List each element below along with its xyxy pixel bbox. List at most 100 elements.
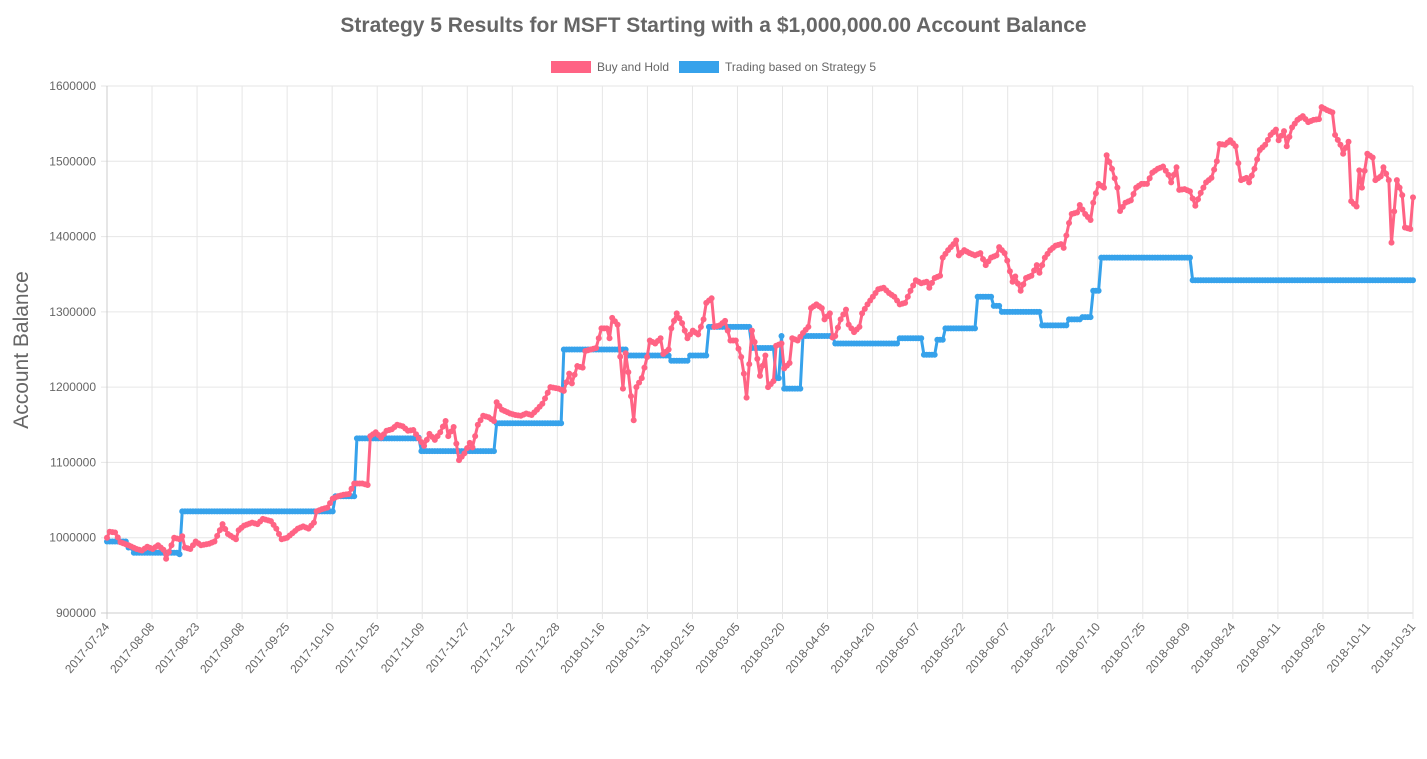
data-point-strategy-5[interactable] xyxy=(1095,287,1102,294)
data-point-buy-and-hold[interactable] xyxy=(923,278,930,285)
data-point-buy-and-hold[interactable] xyxy=(625,369,632,376)
data-point-strategy-5[interactable] xyxy=(176,551,183,558)
data-point-buy-and-hold[interactable] xyxy=(1066,220,1073,227)
data-point-buy-and-hold[interactable] xyxy=(1168,179,1175,186)
data-point-buy-and-hold[interactable] xyxy=(1012,273,1019,280)
data-point-buy-and-hold[interactable] xyxy=(630,417,637,424)
data-point-buy-and-hold[interactable] xyxy=(657,335,664,342)
data-point-buy-and-hold[interactable] xyxy=(743,394,750,401)
data-point-buy-and-hold[interactable] xyxy=(327,500,334,507)
data-point-buy-and-hold[interactable] xyxy=(1017,287,1024,294)
data-point-buy-and-hold[interactable] xyxy=(1262,141,1269,148)
data-point-buy-and-hold[interactable] xyxy=(1399,192,1406,199)
data-point-strategy-5[interactable] xyxy=(1036,308,1043,315)
data-point-strategy-5[interactable] xyxy=(1410,277,1416,284)
data-point-buy-and-hold[interactable] xyxy=(757,372,763,379)
data-point-buy-and-hold[interactable] xyxy=(1315,116,1322,123)
data-point-buy-and-hold[interactable] xyxy=(633,384,640,391)
data-point-buy-and-hold[interactable] xyxy=(1087,217,1094,224)
data-point-buy-and-hold[interactable] xyxy=(1200,184,1207,191)
data-point-buy-and-hold[interactable] xyxy=(1388,239,1395,246)
data-point-buy-and-hold[interactable] xyxy=(544,389,551,396)
data-point-buy-and-hold[interactable] xyxy=(1232,143,1239,150)
data-point-buy-and-hold[interactable] xyxy=(1079,206,1086,213)
data-point-buy-and-hold[interactable] xyxy=(1127,197,1134,204)
data-point-buy-and-hold[interactable] xyxy=(746,361,753,368)
data-point-buy-and-hold[interactable] xyxy=(636,379,643,386)
data-point-buy-and-hold[interactable] xyxy=(617,353,624,360)
data-point-buy-and-hold[interactable] xyxy=(1213,158,1220,165)
data-point-buy-and-hold[interactable] xyxy=(859,310,866,317)
data-point-buy-and-hold[interactable] xyxy=(832,332,839,339)
data-point-buy-and-hold[interactable] xyxy=(453,440,460,447)
data-point-buy-and-hold[interactable] xyxy=(628,393,635,400)
data-point-buy-and-hold[interactable] xyxy=(1377,173,1384,180)
data-point-buy-and-hold[interactable] xyxy=(614,321,621,328)
data-point-buy-and-hold[interactable] xyxy=(977,250,984,257)
data-point-buy-and-hold[interactable] xyxy=(842,306,849,313)
data-point-buy-and-hold[interactable] xyxy=(1106,159,1113,166)
data-point-buy-and-hold[interactable] xyxy=(826,310,833,317)
data-point-strategy-5[interactable] xyxy=(775,375,782,382)
data-point-buy-and-hold[interactable] xyxy=(1186,188,1193,195)
data-point-buy-and-hold[interactable] xyxy=(421,442,428,449)
data-point-buy-and-hold[interactable] xyxy=(1358,184,1365,191)
data-point-buy-and-hold[interactable] xyxy=(442,418,449,425)
data-point-buy-and-hold[interactable] xyxy=(1361,167,1368,174)
data-point-buy-and-hold[interactable] xyxy=(539,400,546,407)
data-point-buy-and-hold[interactable] xyxy=(910,282,917,289)
data-point-buy-and-hold[interactable] xyxy=(695,331,702,338)
data-point-buy-and-hold[interactable] xyxy=(681,327,688,334)
data-point-buy-and-hold[interactable] xyxy=(708,295,715,302)
data-point-buy-and-hold[interactable] xyxy=(1337,141,1344,148)
data-point-buy-and-hold[interactable] xyxy=(1275,137,1282,144)
data-point-buy-and-hold[interactable] xyxy=(644,354,651,361)
data-point-buy-and-hold[interactable] xyxy=(1195,196,1202,203)
data-point-buy-and-hold[interactable] xyxy=(571,371,578,378)
data-point-buy-and-hold[interactable] xyxy=(1111,175,1118,182)
data-point-buy-and-hold[interactable] xyxy=(1393,177,1400,184)
data-point-buy-and-hold[interactable] xyxy=(1248,172,1255,179)
data-point-buy-and-hold[interactable] xyxy=(1100,184,1107,191)
data-point-buy-and-hold[interactable] xyxy=(275,530,282,537)
data-point-buy-and-hold[interactable] xyxy=(1281,128,1288,135)
data-point-strategy-5[interactable] xyxy=(703,352,710,359)
data-point-buy-and-hold[interactable] xyxy=(1342,144,1349,151)
data-point-buy-and-hold[interactable] xyxy=(1332,131,1339,138)
data-point-buy-and-hold[interactable] xyxy=(364,482,371,489)
data-point-buy-and-hold[interactable] xyxy=(542,395,549,402)
data-point-buy-and-hold[interactable] xyxy=(490,418,497,425)
data-point-buy-and-hold[interactable] xyxy=(469,444,476,451)
data-point-buy-and-hold[interactable] xyxy=(163,555,170,562)
data-point-buy-and-hold[interactable] xyxy=(1165,171,1172,178)
data-point-buy-and-hold[interactable] xyxy=(437,429,444,436)
data-point-buy-and-hold[interactable] xyxy=(160,546,167,553)
data-point-buy-and-hold[interactable] xyxy=(112,529,119,536)
data-point-buy-and-hold[interactable] xyxy=(324,504,331,511)
data-point-buy-and-hold[interactable] xyxy=(907,287,914,294)
data-point-buy-and-hold[interactable] xyxy=(1391,208,1398,215)
data-point-buy-and-hold[interactable] xyxy=(464,445,471,452)
data-point-buy-and-hold[interactable] xyxy=(1114,184,1121,191)
data-point-buy-and-hold[interactable] xyxy=(595,335,602,342)
data-point-buy-and-hold[interactable] xyxy=(1385,177,1392,184)
data-point-buy-and-hold[interactable] xyxy=(179,533,186,540)
data-point-buy-and-hold[interactable] xyxy=(1014,280,1021,287)
data-point-strategy-5[interactable] xyxy=(988,293,995,300)
data-point-buy-and-hold[interactable] xyxy=(579,364,586,371)
data-point-buy-and-hold[interactable] xyxy=(568,380,575,387)
data-point-buy-and-hold[interactable] xyxy=(671,317,678,324)
data-point-buy-and-hold[interactable] xyxy=(722,317,729,324)
data-point-buy-and-hold[interactable] xyxy=(214,532,221,539)
data-point-buy-and-hold[interactable] xyxy=(466,439,473,446)
data-point-buy-and-hold[interactable] xyxy=(603,325,610,332)
data-point-buy-and-hold[interactable] xyxy=(474,421,481,428)
data-point-strategy-5[interactable] xyxy=(996,302,1003,309)
data-point-buy-and-hold[interactable] xyxy=(1109,165,1116,172)
data-point-buy-and-hold[interactable] xyxy=(348,485,355,492)
data-point-buy-and-hold[interactable] xyxy=(1345,138,1352,145)
data-point-buy-and-hold[interactable] xyxy=(1146,175,1153,182)
data-point-buy-and-hold[interactable] xyxy=(345,491,352,498)
data-point-buy-and-hold[interactable] xyxy=(638,375,645,382)
data-point-buy-and-hold[interactable] xyxy=(563,379,570,386)
